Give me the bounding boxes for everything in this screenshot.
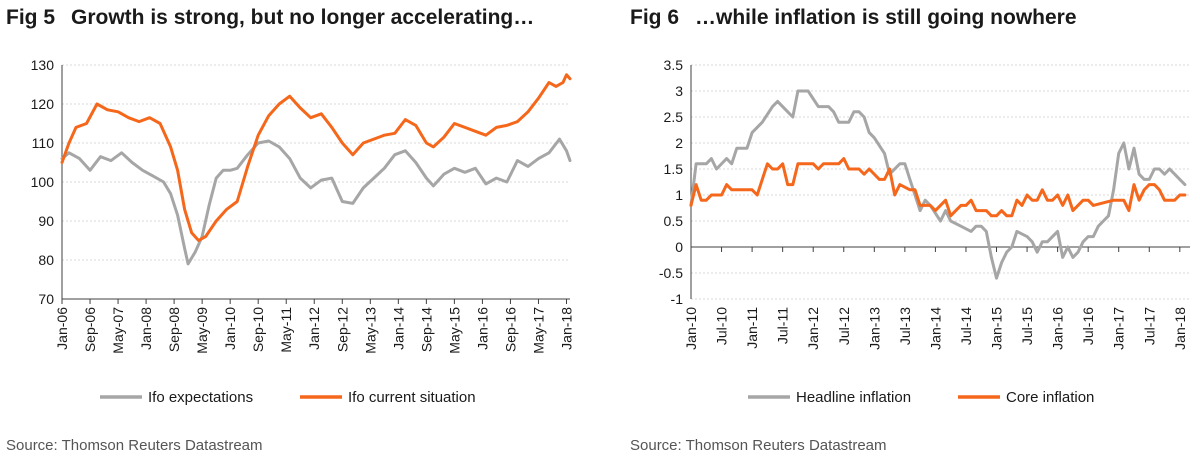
fig6-x-tick-label: Jan-11 (744, 307, 760, 349)
fig6-x-tick-label: Jul-17 (1141, 307, 1157, 345)
fig5-x-tick-label: Jan-10 (222, 307, 238, 350)
fig6-x-tick-label: Jan-10 (683, 307, 699, 350)
fig6-title: Fig 6 …while inflation is still going now… (630, 6, 1077, 30)
fig5-y-tick-label: 120 (31, 96, 55, 112)
fig6-x-tick-label: Jan-13 (866, 307, 882, 350)
fig6-x-tick-label: Jul-11 (775, 307, 791, 344)
fig6-y-tick-label: -0.5 (659, 265, 683, 281)
fig5-x-tick-label: Jan-06 (54, 307, 70, 350)
fig6-title-text: …while inflation is still going nowhere (695, 6, 1077, 29)
fig5-x-tick-label: Sep-08 (166, 307, 182, 352)
fig5-legend-label: Ifo current situation (348, 389, 476, 406)
fig5-x-tick-label: Jan-14 (390, 307, 406, 350)
fig5-x-tick-label: May-07 (110, 307, 126, 354)
fig6-y-tick-label: 2 (675, 135, 683, 151)
fig5-y-tick-label: 70 (38, 291, 54, 307)
fig5-x-tick-label: Jan-12 (306, 307, 322, 350)
fig6-series-line-orange (689, 157, 1187, 218)
fig5-x-tick-label: Sep-14 (418, 307, 434, 352)
fig5-x-tick-label: Sep-16 (502, 307, 518, 352)
fig5-x-tick-label: Jan-08 (138, 307, 154, 350)
fig6-x-tick-label: Jul-14 (958, 307, 974, 345)
fig6-x-tick-label: Jan-14 (927, 307, 943, 350)
fig5-panel: Fig 5 Growth is strong, but no longer acc… (6, 6, 575, 454)
fig6-x-tick-label: Jan-17 (1111, 307, 1127, 350)
fig5-x-tick-label: Sep-12 (334, 307, 350, 352)
fig6-x-tick-label: Jan-16 (1050, 307, 1066, 350)
fig6-y-tick-label: 0.5 (664, 213, 684, 229)
fig6-y-tick-label: 1 (675, 187, 683, 203)
fig5-x-tick-label: May-13 (362, 307, 378, 354)
fig5-source: Source: Thomson Reuters Datastream (6, 437, 263, 454)
fig5-y-tick-label: 130 (31, 57, 55, 73)
fig6-y-tick-label: 2.5 (664, 109, 684, 125)
fig5-title: Fig 5 Growth is strong, but no longer acc… (6, 6, 534, 30)
fig6-x-tick-label: Jul-13 (897, 307, 913, 345)
fig6-y-tick-label: 1.5 (664, 161, 684, 177)
fig6-legend-label: Core inflation (1006, 389, 1094, 406)
fig6-x-tick-label: Jan-18 (1172, 307, 1188, 350)
fig5-legend-label: Ifo expectations (148, 389, 253, 406)
fig6-panel: Fig 6 …while inflation is still going now… (600, 0, 1200, 465)
fig5-number: Fig 5 (6, 6, 56, 29)
fig5-y-tick-label: 90 (38, 213, 54, 229)
fig6-number: Fig 6 (630, 6, 680, 29)
fig5-x-tick-label: May-09 (194, 307, 210, 354)
fig5-x-tick-label: Sep-06 (82, 307, 98, 352)
fig6-series-line-grey (689, 89, 1187, 280)
fig6-y-tick-label: -1 (671, 291, 684, 307)
fig6-x-tick-label: Jul-10 (714, 307, 730, 345)
fig5-series-line-orange (60, 73, 572, 242)
fig5-x-tick-label: Sep-10 (250, 307, 266, 352)
fig6-x-tick-label: Jul-12 (836, 307, 852, 345)
fig5-x-tick-label: May-17 (530, 307, 546, 354)
fig6-chart: -1 -0.5 0 0.5 1 1.5 2 2.5 3 3.5 Jan-10 Jul-10 Jan-11… (659, 57, 1190, 406)
fig5-x-tick-label: May-11 (278, 307, 294, 353)
fig5-series-line-grey (60, 137, 572, 266)
fig5-y-tick-label: 80 (38, 252, 54, 268)
fig5-title-text: Growth is strong, but no longer accelera… (71, 6, 535, 29)
fig5-x-tick-label: Jan-16 (474, 307, 490, 350)
fig6-x-tick-label: Jul-16 (1080, 307, 1096, 345)
fig6-source: Source: Thomson Reuters Datastream (630, 437, 887, 454)
fig5-x-tick-label: Jan-18 (558, 307, 574, 350)
fig5-x-tick-label: May-15 (446, 307, 462, 354)
fig6-x-tick-label: Jan-12 (805, 307, 821, 350)
fig6-y-tick-label: 3 (675, 83, 683, 99)
fig6-y-tick-label: 0 (675, 239, 683, 255)
fig6-legend-label: Headline inflation (796, 389, 911, 406)
fig6-x-tick-label: Jul-15 (1019, 307, 1035, 345)
fig5-chart: 70 80 90 100 110 120 130 Jan-06 Sep-06 May-07 Jan-… (31, 57, 575, 406)
fig5-y-tick-label: 110 (32, 135, 55, 151)
fig5-y-tick-label: 100 (31, 174, 55, 190)
fig6-y-tick-label: 3.5 (664, 57, 684, 73)
fig6-x-tick-label: Jan-15 (989, 307, 1005, 350)
